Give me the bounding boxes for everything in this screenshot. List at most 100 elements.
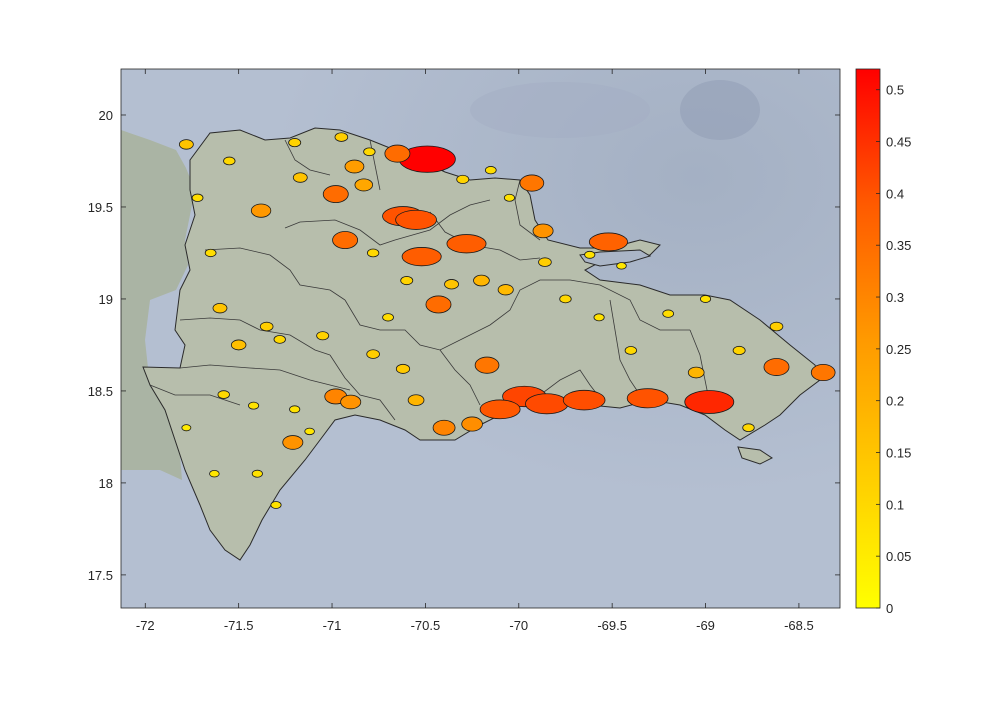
region-polygon [538, 257, 552, 267]
region-polygon [616, 262, 627, 270]
haiti-landmass [121, 130, 195, 480]
region-polygon [474, 356, 500, 374]
colorbar: 0 0.05 0.1 0.15 0.2 0.25 0.3 0.35 0.4 0.45 0.5 [855, 68, 911, 616]
region-polygon [479, 399, 521, 420]
region-polygon [395, 363, 411, 374]
region-polygon [407, 394, 425, 406]
region-polygon [588, 232, 628, 252]
region-polygon [810, 364, 836, 382]
colorbar-tick-label: 0.4 [886, 186, 904, 201]
region-polygon [282, 435, 304, 450]
region-polygon [322, 185, 349, 204]
colorbar-tick-label: 0.05 [886, 549, 911, 564]
region-polygon [384, 144, 411, 163]
colorbar-tick-label: 0.25 [886, 342, 911, 357]
region-polygon [444, 279, 459, 290]
region-polygon [191, 193, 204, 202]
x-tick-label: -70.5 [411, 618, 441, 633]
region-polygon [204, 248, 217, 258]
region-polygon [484, 166, 497, 175]
region-polygon [687, 366, 705, 379]
region-polygon [212, 302, 228, 314]
region-polygon [742, 423, 755, 433]
y-axis: 17.5 18 18.5 19 19.5 20 [88, 108, 840, 583]
region-polygon [584, 250, 596, 259]
colorbar-tick-label: 0 [886, 601, 893, 616]
colorbar-tick-label: 0.15 [886, 446, 911, 461]
region-polygon [230, 339, 247, 351]
y-tick-label: 18.5 [88, 384, 113, 399]
y-tick-label: 18 [99, 476, 113, 491]
region-polygon [363, 147, 376, 157]
region-polygons [178, 132, 836, 509]
region-polygon [525, 393, 569, 415]
region-polygon [401, 247, 442, 267]
region-polygon [497, 284, 514, 296]
colorbar-ticks: 0 0.05 0.1 0.15 0.2 0.25 0.3 0.35 0.4 0.45 0.5 [876, 83, 911, 616]
province-boundaries [149, 139, 711, 421]
region-polygon [248, 401, 260, 410]
region-polygon [217, 390, 230, 399]
region-polygon [334, 132, 349, 142]
region-polygon [292, 172, 308, 183]
y-tick-label: 20 [99, 108, 113, 123]
region-polygon [732, 345, 746, 355]
region-polygon [259, 321, 274, 332]
region-polygon [684, 390, 735, 414]
samana-bay [579, 249, 652, 267]
region-polygon [662, 309, 675, 318]
region-polygon [473, 274, 490, 287]
region-polygon [344, 159, 365, 174]
dominican-landmass [142, 127, 821, 561]
region-polygon [395, 209, 437, 230]
region-polygon [382, 313, 394, 322]
region-polygon [223, 156, 236, 166]
colorbar-tick-label: 0.2 [886, 394, 904, 409]
region-polygon [519, 174, 545, 192]
region-polygon [593, 313, 605, 322]
x-tick-label: -71.5 [224, 618, 254, 633]
region-polygon [340, 394, 362, 410]
region-polygon [178, 139, 194, 150]
x-tick-label: -70 [509, 618, 528, 633]
colorbar-gradient [855, 68, 881, 609]
region-polygon [273, 335, 286, 344]
axes-frame [120, 68, 841, 609]
region-polygon [354, 178, 374, 192]
region-polygon [209, 470, 220, 478]
region-polygon [559, 294, 572, 304]
ocean-deep-patch-2 [470, 82, 650, 138]
region-polygon [289, 405, 301, 414]
colorbar-tick-label: 0.1 [886, 497, 904, 512]
saona-island [737, 446, 773, 465]
region-polygon [562, 389, 606, 411]
ocean-deep-patch [680, 80, 760, 140]
region-polygon [699, 295, 712, 303]
colorbar-tick-label: 0.3 [886, 290, 904, 305]
x-tick-label: -68.5 [784, 618, 814, 633]
region-polygon [304, 427, 315, 436]
y-tick-label: 19.5 [88, 200, 113, 215]
region-polygon [456, 174, 470, 184]
x-tick-label: -69.5 [597, 618, 627, 633]
region-polygon [626, 388, 669, 409]
region-polygon [432, 419, 456, 436]
region-polygon [270, 501, 282, 509]
region-polygon [624, 346, 638, 355]
region-polygon [461, 416, 483, 432]
region-polygon [763, 358, 790, 376]
region-polygon [366, 349, 380, 359]
colorbar-tick-label: 0.5 [886, 83, 904, 98]
region-polygon [250, 203, 272, 218]
region-polygon [532, 223, 554, 239]
colorbar-tick-label: 0.35 [886, 238, 911, 253]
colorbar-tick-label: 0.45 [886, 135, 911, 150]
region-polygon [366, 248, 380, 258]
region-polygon [332, 231, 359, 250]
region-polygon [425, 295, 452, 314]
x-tick-label: -69 [696, 618, 715, 633]
y-tick-label: 19 [99, 292, 113, 307]
x-tick-label: -72 [136, 618, 155, 633]
region-polygon [251, 469, 263, 478]
